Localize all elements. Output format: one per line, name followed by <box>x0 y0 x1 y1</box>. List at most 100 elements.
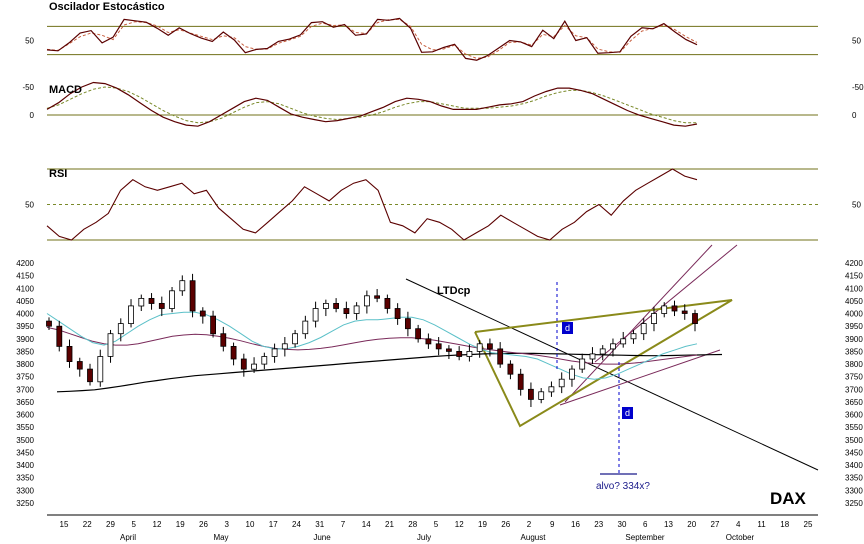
candle-body <box>620 338 627 345</box>
x-tick-label: 3 <box>225 520 230 529</box>
candle-body <box>640 323 647 335</box>
candle-body <box>610 343 616 350</box>
x-tick-label: 12 <box>455 520 464 529</box>
candle-body <box>333 302 340 309</box>
candle-body <box>681 310 688 314</box>
price-ytick-left: 3400 <box>16 461 34 470</box>
candle-body <box>569 368 575 380</box>
candle-body <box>46 320 52 327</box>
x-tick-label: 17 <box>269 520 278 529</box>
candle-body <box>240 358 247 370</box>
x-tick-label: 5 <box>132 520 137 529</box>
macd-ytick-0-right: 0 <box>852 111 857 120</box>
month-label: July <box>417 533 431 542</box>
price-ytick-left: 3950 <box>16 322 34 331</box>
stochastic-panel: 50 50 <box>25 17 861 61</box>
price-ytick-left: 3350 <box>16 474 34 483</box>
x-tick-label: 10 <box>246 520 255 529</box>
candle-body <box>435 343 442 350</box>
rsi-title: RSI <box>49 168 67 180</box>
x-tick-label: 4 <box>736 520 741 529</box>
price-ytick-left: 3750 <box>16 373 34 382</box>
price-ytick-right: 3800 <box>845 360 863 369</box>
price-ytick-right: 4100 <box>845 284 863 293</box>
candle-body <box>138 297 145 307</box>
x-tick-label: 18 <box>780 520 789 529</box>
marker-text-lower: d <box>625 408 630 418</box>
candle-body <box>579 358 586 370</box>
price-ytick-right: 3550 <box>845 423 863 432</box>
macd-title: MACD <box>49 84 82 96</box>
candle-body <box>517 373 524 390</box>
month-label: August <box>521 533 547 542</box>
price-ytick-left: 3500 <box>16 436 34 445</box>
candle-body <box>158 302 165 309</box>
x-tick-label: 2 <box>527 520 532 529</box>
ltdcp-trendline <box>405 278 819 471</box>
candle-body <box>589 353 596 360</box>
stoch-ytick-left: 50 <box>25 37 34 46</box>
candle-body <box>374 295 381 299</box>
x-tick-label: 24 <box>292 520 301 529</box>
lower-channel-line <box>559 349 721 406</box>
ma-slow-line <box>56 352 723 393</box>
x-tick-label: 19 <box>478 520 487 529</box>
candle-body <box>76 361 83 370</box>
price-ytick-left: 4100 <box>16 284 34 293</box>
candle-body <box>671 305 678 312</box>
price-ytick-left: 3250 <box>16 499 34 508</box>
x-tick-label: 25 <box>804 520 813 529</box>
price-ytick-right: 4050 <box>845 297 863 306</box>
candle-body <box>292 333 299 345</box>
candle-body <box>117 323 124 335</box>
price-panel: 4200 4200 4150 4150 4100 4100 4050 4050 4000 4000… <box>16 244 863 508</box>
marker-box-lower <box>622 407 633 419</box>
price-ytick-left: 3300 <box>16 486 34 495</box>
x-tick-label: 5 <box>434 520 439 529</box>
price-ytick-left: 3600 <box>16 411 34 420</box>
candle-body <box>312 308 319 322</box>
target-label: alvo? 334x? <box>596 481 650 492</box>
x-tick-label: 6 <box>643 520 648 529</box>
macd-ytick-50-right: -50 <box>852 83 864 92</box>
macd-signal-line <box>46 86 697 124</box>
candle-body <box>281 343 288 350</box>
x-tick-label: 22 <box>83 520 92 529</box>
price-ytick-right: 3600 <box>845 411 863 420</box>
stoch-ytick-right: 50 <box>852 37 861 46</box>
candle-body <box>630 333 637 340</box>
candle-body <box>661 305 668 314</box>
x-tick-label: 14 <box>362 520 371 529</box>
candle-body <box>445 348 452 352</box>
candle-body <box>538 391 545 400</box>
candle-body <box>148 297 155 304</box>
candle-body <box>404 318 411 330</box>
x-axis: 15 22 29 5 12 19 26 3 10 17 24 31 7 14 21 28 5 12 19 26 2 9 16… <box>47 514 818 542</box>
candle-body <box>528 388 534 400</box>
candle-body <box>56 325 63 347</box>
x-tick-label: 11 <box>757 520 766 529</box>
month-label: September <box>625 533 664 542</box>
macd-ytick-0-left: 0 <box>30 111 35 120</box>
marker-text-upper: d <box>565 323 570 333</box>
x-tick-label: 30 <box>618 520 627 529</box>
candle-body <box>128 305 134 324</box>
x-tick-label: 20 <box>687 520 696 529</box>
price-ytick-right: 4200 <box>845 259 863 268</box>
x-tick-label: 27 <box>711 520 720 529</box>
price-ytick-left: 3800 <box>16 360 34 369</box>
ltdcp-label: LTDcp <box>437 285 471 297</box>
month-label: October <box>726 533 755 542</box>
price-ytick-left: 4050 <box>16 297 34 306</box>
candle-body <box>210 315 217 335</box>
candle-body <box>251 363 258 370</box>
candle-body <box>261 356 268 365</box>
price-ytick-right: 3400 <box>845 461 863 470</box>
stochastic-title: Oscilador Estocástico <box>49 1 165 13</box>
candle-body <box>230 345 237 360</box>
x-tick-label: 16 <box>571 520 580 529</box>
x-tick-label: 29 <box>106 520 115 529</box>
rsi-panel: 50 50 <box>25 168 861 241</box>
candle-body <box>271 348 278 357</box>
x-tick-label: 19 <box>176 520 185 529</box>
